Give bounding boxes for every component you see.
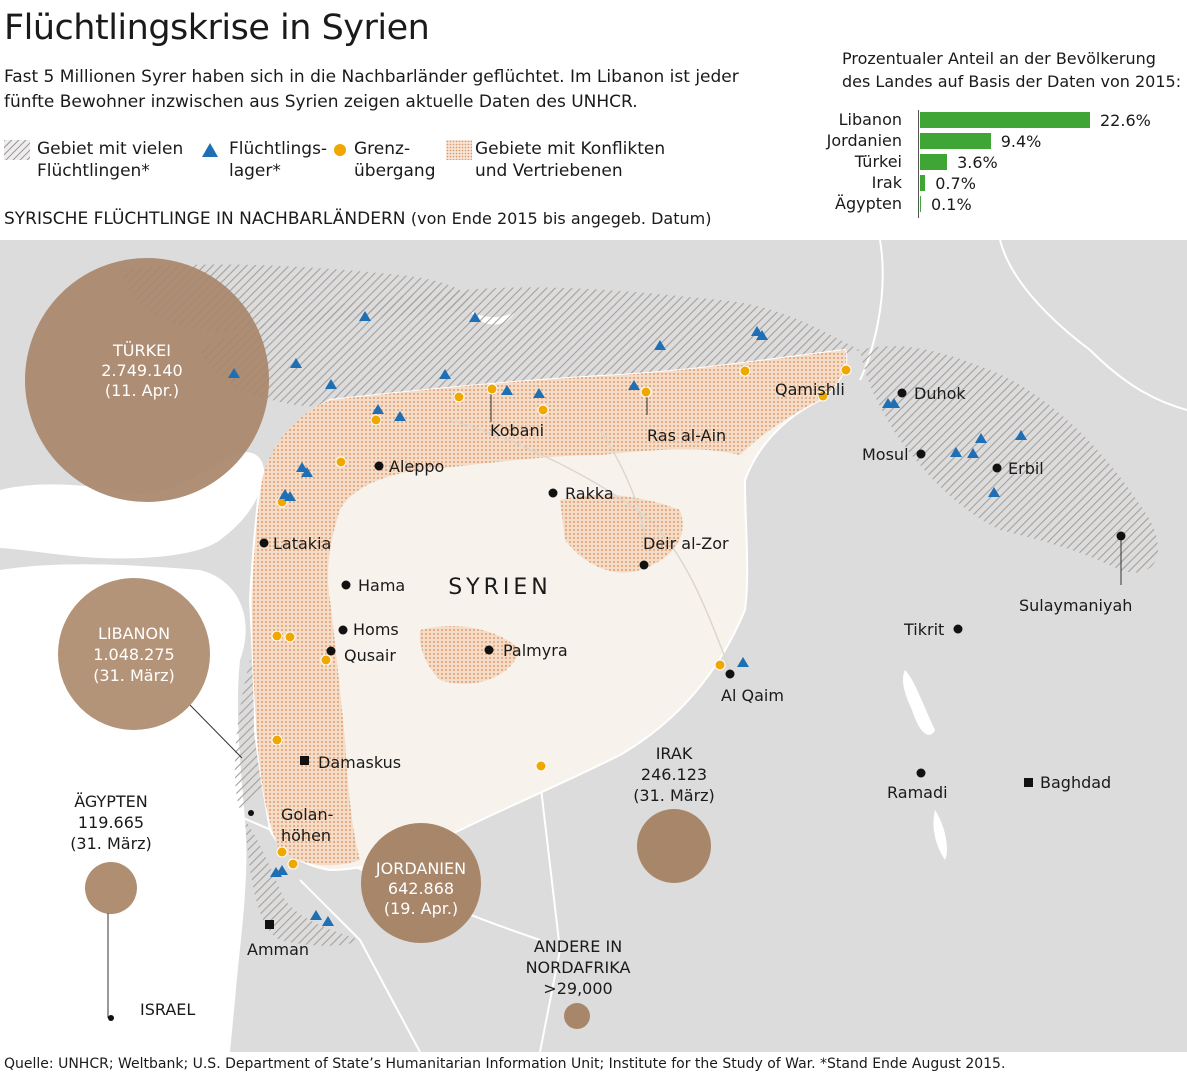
bubble-jordanien xyxy=(361,823,481,943)
city-label: Kobani xyxy=(490,421,544,440)
value-libanon: 1.048.275 xyxy=(93,645,174,664)
date-aegypten: (31. März) xyxy=(70,834,152,853)
syria-territory xyxy=(248,348,848,872)
bar-category-label: Jordanien xyxy=(826,131,902,150)
section-title-sub: (von Ende 2015 bis angegeb. Datum) xyxy=(410,209,712,228)
label-syrien: SYRIEN xyxy=(448,575,552,600)
outside-labels: ÄGYPTEN 119.665 (31. März) IRAK 246.123 … xyxy=(70,744,715,998)
bar-value-label: 22.6% xyxy=(1100,111,1151,130)
value-tuerkei: 2.749.140 xyxy=(101,361,182,380)
bar-value-label: 0.1% xyxy=(931,195,972,214)
label-jordanien: JORDANIEN xyxy=(375,859,466,878)
value-aegypten: 119.665 xyxy=(78,813,144,832)
refugee-camps xyxy=(228,311,1027,926)
capital-squares xyxy=(265,756,1033,929)
city-label: höhen xyxy=(281,826,331,845)
legend-camp-label: Flüchtlings-lager* xyxy=(229,139,328,181)
date-jordanien: (19. Apr.) xyxy=(384,899,458,918)
leader-lines xyxy=(107,390,1122,1018)
city-label: Al Qaim xyxy=(721,686,784,705)
bubble-irak xyxy=(637,809,711,883)
hatch-area-icon xyxy=(4,140,30,160)
bar-4 xyxy=(920,196,921,212)
city-label: Sulaymaniyah xyxy=(1019,596,1132,615)
subtitle: Fast 5 Millionen Syrer haben sich in die… xyxy=(4,67,739,112)
value-andere: >29,000 xyxy=(543,979,612,998)
bar-value-label: 9.4% xyxy=(1000,132,1042,151)
section-title-main: SYRISCHE FLÜCHTLINGE IN NACHBARLÄNDERN xyxy=(4,209,406,229)
border-crossings xyxy=(271,364,852,870)
city-label: Palmyra xyxy=(503,641,568,660)
value-jordanien: 642.868 xyxy=(388,879,454,898)
label-libanon: LIBANON xyxy=(98,624,170,643)
city-label: Rakka xyxy=(565,484,614,503)
bar-1 xyxy=(920,133,991,149)
bubbles xyxy=(25,258,711,1029)
lake xyxy=(902,670,935,735)
city-label: Homs xyxy=(353,620,399,639)
bar-category-label: Libanon xyxy=(838,110,902,129)
city-label: Qusair xyxy=(344,646,396,665)
bar-category-label: Irak xyxy=(871,173,902,192)
city-label: Ras al-Ain xyxy=(647,426,726,445)
roads xyxy=(449,419,731,671)
city-label: Latakia xyxy=(273,534,331,553)
city-label: Hama xyxy=(358,576,405,595)
label-andere-line2: NORDAFRIKA xyxy=(526,958,631,977)
city-label: Ramadi xyxy=(887,783,948,802)
source-note: Quelle: UNHCR; Weltbank; U.S. Department… xyxy=(4,1056,1006,1072)
bar-axis xyxy=(918,110,919,218)
bubble-tuerkei xyxy=(25,258,269,502)
map: TÜRKEI 2.749.140 (11. Apr.) LIBANON 1.04… xyxy=(0,240,1187,1052)
city-label: Tikrit xyxy=(903,620,944,639)
city-dots xyxy=(108,388,1126,1021)
bar-value-label: 0.7% xyxy=(935,174,976,193)
city-label: Damaskus xyxy=(318,753,401,772)
legend-area-label: Gebiet mit vielen Flüchtlingen* xyxy=(37,139,184,181)
bar-chart: Libanon 22.6% Jordanien 9.4% Türkei 3.6% Irak 0… xyxy=(790,110,1180,220)
city-label: Baghdad xyxy=(1040,773,1111,792)
city-labels: Aleppo Kobani Rakka Ras al-Ain Qamishli … xyxy=(140,380,1132,1019)
city-label: Mosul xyxy=(862,445,909,464)
city-label: Aleppo xyxy=(389,457,444,476)
bar-0 xyxy=(920,112,1090,128)
label-tuerkei: TÜRKEI xyxy=(112,341,171,360)
bar-3 xyxy=(920,175,926,191)
label-andere-line1: ANDERE IN xyxy=(534,937,622,956)
city-label: Duhok xyxy=(914,384,966,403)
bar-chart-title: Prozentualer Anteil an der Bevölkerung d… xyxy=(842,49,1182,91)
triangle-icon xyxy=(202,143,218,157)
section-title: SYRISCHE FLÜCHTLINGE IN NACHBARLÄNDERN (… xyxy=(4,209,711,229)
bubble-aegypten xyxy=(85,862,137,914)
date-irak: (31. März) xyxy=(633,786,715,805)
conflict-areas xyxy=(252,350,847,866)
city-label: Qamishli xyxy=(775,380,845,399)
date-libanon: (31. März) xyxy=(93,666,175,685)
label-aegypten: ÄGYPTEN xyxy=(74,792,148,811)
label-irak: IRAK xyxy=(656,744,693,763)
dotted-area-icon xyxy=(446,140,472,160)
legend-conflict-label: Gebiete mit Konflikten und Vertriebenen xyxy=(475,139,666,181)
legend-crossing-label: Grenz-übergang xyxy=(354,139,436,181)
city-label: Amman xyxy=(247,940,309,959)
bubble-andere xyxy=(564,1003,590,1029)
bubble-labels: TÜRKEI 2.749.140 (11. Apr.) LIBANON 1.04… xyxy=(93,341,466,918)
dot-icon xyxy=(334,144,346,156)
page-title: Flüchtlingskrise in Syrien xyxy=(4,8,430,48)
city-label: Erbil xyxy=(1008,459,1044,478)
bar-value-label: 3.6% xyxy=(957,153,998,172)
bubble-libanon xyxy=(58,578,210,730)
date-tuerkei: (11. Apr.) xyxy=(105,381,179,400)
lake xyxy=(933,810,947,860)
bar-2 xyxy=(920,154,948,170)
city-label: ISRAEL xyxy=(140,1000,195,1019)
value-irak: 246.123 xyxy=(641,765,707,784)
bar-category-label: Türkei xyxy=(854,152,902,171)
bar-category-label: Ägypten xyxy=(835,194,902,213)
city-label: Deir al-Zor xyxy=(643,534,729,553)
city-label: Golan- xyxy=(281,805,333,824)
